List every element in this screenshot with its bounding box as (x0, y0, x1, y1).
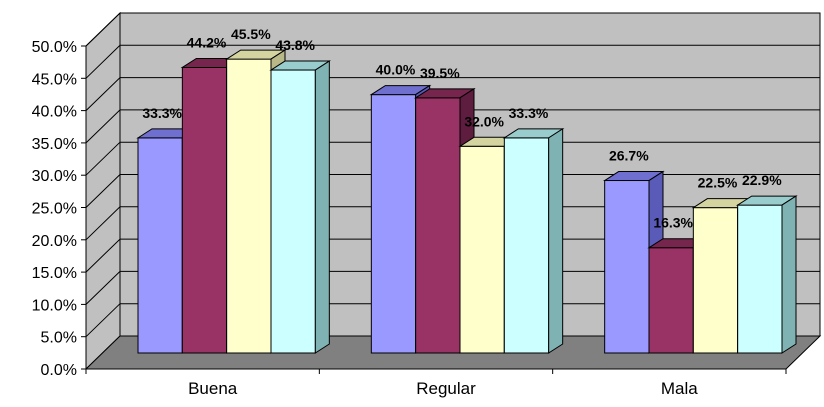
y-tick-label: 5.0% (41, 330, 77, 347)
bar (370, 94, 417, 354)
y-tick-label: 50.0% (32, 39, 77, 56)
bar (181, 66, 228, 354)
y-tick-label: 20.0% (32, 233, 77, 250)
gridline (85, 109, 820, 144)
x-tick-label: Buena (188, 379, 238, 398)
gridline (85, 44, 820, 79)
y-tick-label: 40.0% (32, 104, 77, 121)
y-tick-label: 10.0% (32, 297, 77, 314)
data-label: 32.0% (464, 113, 504, 129)
data-label: 44.2% (187, 34, 227, 50)
bar (415, 97, 461, 354)
bars (136, 49, 798, 354)
data-label: 22.5% (698, 175, 738, 191)
y-tick-label: 25.0% (32, 201, 77, 218)
gridline (85, 77, 820, 111)
data-label: 22.9% (742, 172, 782, 188)
bar (226, 58, 272, 354)
data-label: 45.5% (231, 26, 271, 42)
bar (137, 137, 183, 354)
gridline (85, 270, 820, 305)
bar (503, 137, 550, 354)
bar-side (548, 127, 564, 354)
gridline (85, 303, 820, 338)
data-label: 33.3% (142, 105, 182, 121)
bar (648, 247, 694, 354)
gridline (85, 141, 820, 176)
bar (737, 204, 783, 354)
data-label: 33.3% (509, 105, 549, 121)
bar-side (781, 195, 797, 354)
y-tick-label: 0.0% (41, 362, 77, 379)
bar-side (314, 60, 330, 354)
bar (459, 145, 505, 354)
axes (81, 45, 787, 374)
gridline (85, 238, 820, 273)
gridline (85, 12, 820, 47)
gridlines (85, 12, 820, 338)
bar (604, 180, 650, 354)
bar (270, 69, 316, 354)
x-tick-label: Mala (661, 379, 698, 398)
data-label: 16.3% (653, 215, 693, 231)
data-label: 43.8% (275, 37, 315, 53)
y-tick-label: 45.0% (32, 71, 77, 88)
x-tick-labels: Buena Regular Mala (188, 379, 698, 398)
bar (692, 207, 739, 354)
y-tick-label: 35.0% (32, 136, 77, 153)
data-label: 26.7% (609, 148, 649, 164)
gridline (85, 206, 820, 241)
data-label: 39.5% (420, 65, 460, 81)
gridline (85, 174, 820, 208)
y-tick-labels: 0.0% 5.0% 10.0% 15.0% 20.0% 25.0% 30.0% 35.0% 40… (32, 39, 77, 379)
x-tick-label: Regular (416, 379, 476, 398)
y-tick-label: 30.0% (32, 168, 77, 185)
data-label: 40.0% (376, 62, 416, 78)
y-tick-label: 15.0% (32, 265, 77, 282)
data-labels: 33.3% 44.2%45.5%43.8% 40.0% 39.5% 32.0% 33.3%… (142, 26, 782, 231)
